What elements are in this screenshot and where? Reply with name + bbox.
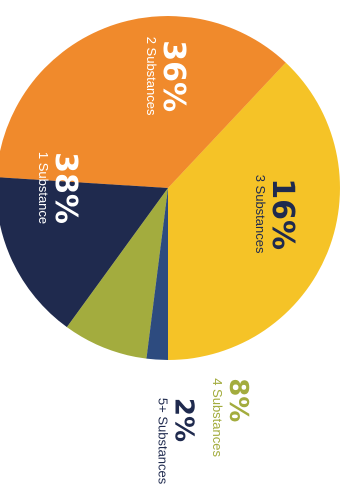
pie-slice-3 — [0, 177, 168, 328]
slice-category-label: 1 Substance — [36, 152, 51, 224]
slice-label-group-3: 16%3 Substances — [253, 175, 300, 254]
slice-label-group-4: 8%4 Substances — [210, 378, 253, 457]
pie-slice-4 — [66, 188, 168, 359]
pie-slice-1 — [168, 62, 340, 361]
slice-percent-label: 16% — [265, 178, 300, 250]
pie-slices — [0, 16, 340, 361]
slice-category-label: 2 Substances — [144, 37, 159, 116]
slice-percent-label: 2% — [168, 398, 198, 442]
slice-label-group-1: 38%1 Substance — [36, 152, 83, 224]
slice-percent-label: 36% — [156, 40, 191, 112]
pie-slice-5 — [146, 188, 168, 360]
slice-label-group-2: 36%2 Substances — [144, 37, 191, 116]
slice-category-label: 4 Substances — [210, 378, 225, 457]
slice-label-group-5: 2%5+ Substances — [155, 398, 198, 485]
slice-category-label: 5+ Substances — [155, 398, 170, 485]
slice-percent-label: 38% — [48, 152, 83, 224]
slice-percent-label: 8% — [223, 378, 253, 422]
pie-slice-2 — [0, 16, 286, 188]
pie-labels: 38%1 Substance 36%2 Substances 16%3 Substa… — [36, 37, 300, 485]
slice-category-label: 3 Substances — [253, 175, 268, 254]
